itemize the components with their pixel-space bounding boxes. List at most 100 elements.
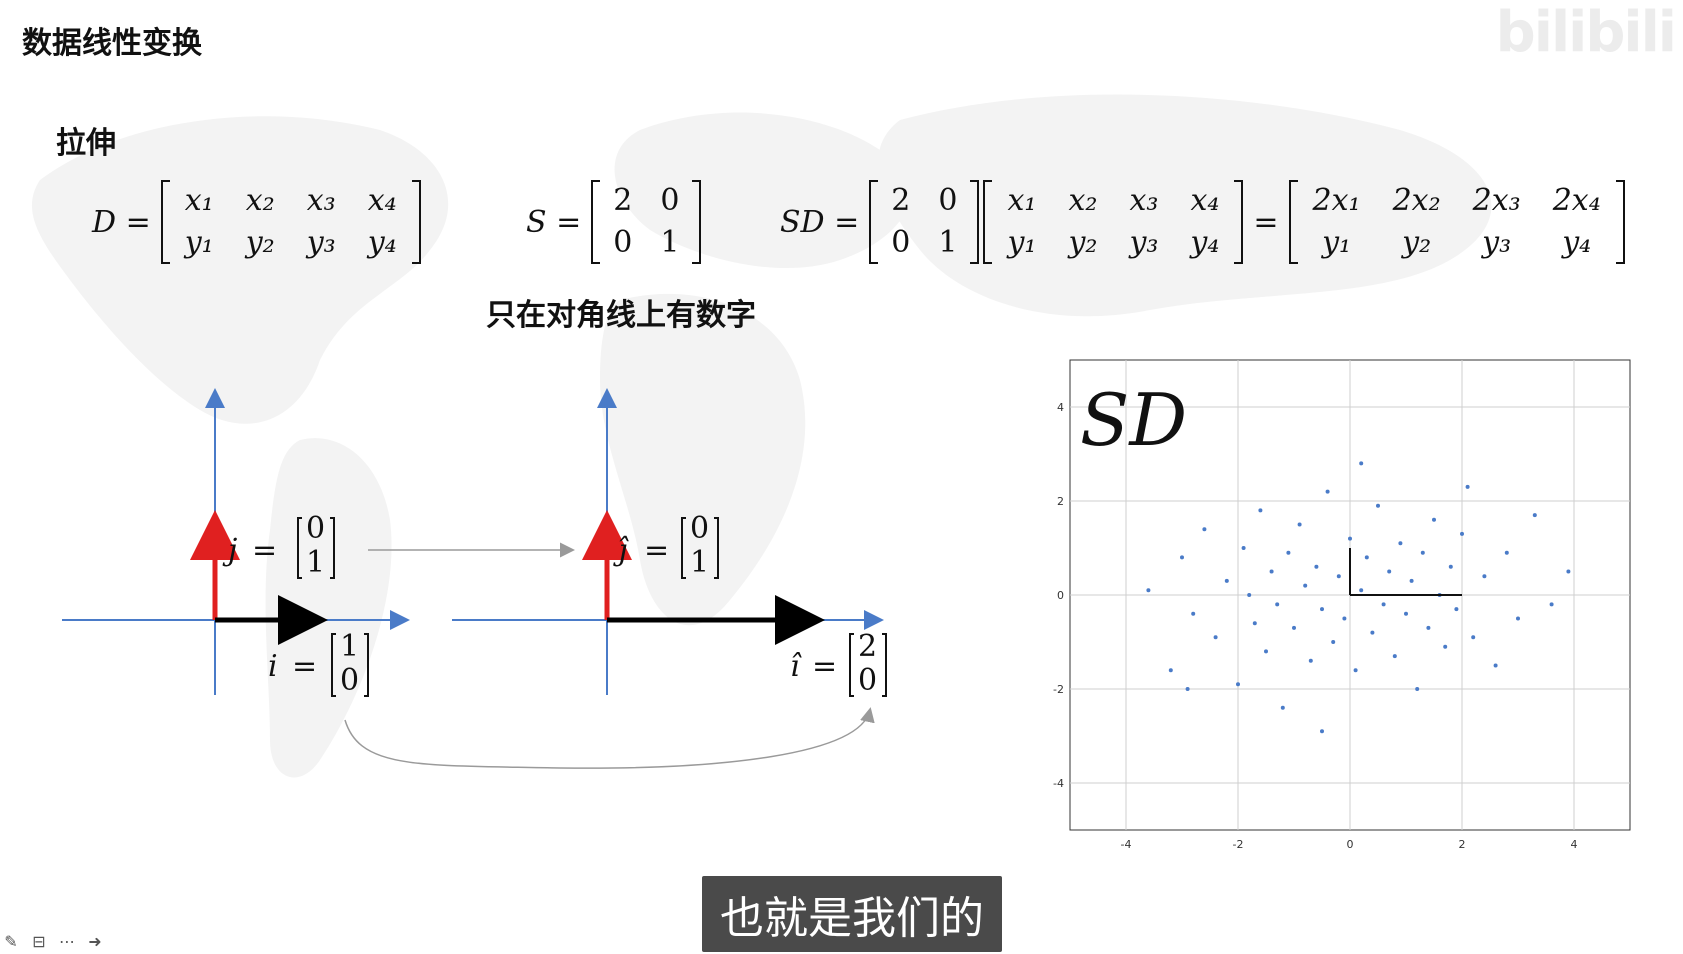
matrix-cell: x₁ — [1007, 183, 1037, 218]
scatter-point — [1353, 668, 1358, 673]
scatter-chart: -4 -2 0 2 4 4 2 0 -2 -4 SD — [1040, 345, 1640, 875]
scatter-point — [1454, 607, 1459, 612]
scatter-point — [1426, 625, 1431, 630]
scatter-point — [1370, 630, 1375, 635]
bilibili-watermark: bilibili — [1495, 0, 1677, 65]
scatter-point — [1443, 644, 1448, 649]
slides-icon[interactable]: ⊟ — [32, 932, 46, 951]
scatter-point — [1286, 550, 1291, 555]
page-title: 数据线性变换 — [22, 26, 202, 61]
matrix-cell: y₃ — [1482, 225, 1512, 260]
matrix-sd-mid: x₁ x₂ x₃ x₄ y₁ y₂ y₃ y₄ — [983, 180, 1244, 264]
matrix-cell: x₄ — [1190, 183, 1220, 218]
matrix-cell: x₂ — [245, 183, 275, 218]
matrix-sd-result: 2x₁ 2x₂ 2x₃ 2x₄ y₁ y₂ y₃ y₄ — [1288, 180, 1625, 264]
scatter-point — [1168, 668, 1173, 673]
matrix-s: 2 0 0 1 — [591, 180, 702, 264]
scatter-point — [1180, 555, 1184, 560]
world-map-background — [31, 94, 1515, 778]
scatter-point — [1269, 569, 1274, 574]
chart-title: SD — [1080, 378, 1187, 462]
matrix-cell: 2x₁ — [1312, 183, 1361, 218]
matrix-cell: y₁ — [1007, 225, 1037, 260]
chart-background — [1040, 345, 1640, 875]
scatter-point — [1359, 461, 1364, 466]
scatter-point — [1359, 588, 1364, 593]
scatter-point — [1308, 658, 1313, 663]
matrix-cell: 0 — [613, 225, 633, 260]
chart-points — [1146, 461, 1571, 734]
curved-connector — [344, 707, 875, 769]
scatter-point — [1471, 635, 1476, 640]
equation-d-lhs: D = — [92, 204, 151, 240]
equals-sign: = — [644, 533, 669, 568]
scatter-point — [1191, 611, 1196, 616]
equation-d: D = x₁ x₂ x₃ x₄ y₁ y₂ y₃ y₄ — [92, 180, 421, 264]
more-icon[interactable]: ⋯ — [59, 932, 75, 951]
forward-icon[interactable]: ➜ — [88, 932, 102, 951]
scatter-point — [1493, 663, 1498, 668]
matrix-cell: y₃ — [306, 225, 336, 260]
x-tick-label: -4 — [1121, 838, 1132, 851]
scatter-point — [1224, 578, 1229, 583]
equation-s: S = 2 0 0 1 — [526, 180, 702, 264]
equation-s-lhs: S = — [526, 204, 582, 240]
scatter-point — [1376, 503, 1380, 508]
scatter-point — [1252, 621, 1257, 626]
matrix-cell: x₄ — [367, 183, 397, 218]
matrix-cell: 2x₂ — [1392, 183, 1441, 218]
diagonal-note: 只在对角线上有数字 — [486, 298, 756, 333]
left-j-vec-bottom: 1 — [306, 545, 325, 580]
matrix-cell: y₂ — [1402, 225, 1432, 260]
basis-lines — [1349, 548, 1462, 596]
player-toolbar: ✎ ⊟ ⋯ ➜ — [0, 932, 106, 952]
matrix-d: x₁ x₂ x₃ x₄ y₁ y₂ y₃ y₄ — [160, 180, 421, 264]
scatter-point — [1264, 649, 1268, 654]
scatter-point — [1185, 687, 1190, 691]
equals-sign: = — [812, 649, 837, 684]
scatter-point — [1381, 602, 1386, 607]
scatter-point — [1392, 654, 1397, 659]
y-tick-label: 2 — [1057, 495, 1064, 508]
scatter-point — [1331, 640, 1336, 644]
scatter-point — [1404, 611, 1408, 616]
right-i-vec-top: 2 — [858, 629, 877, 664]
equation-sd-lhs: SD = — [780, 204, 860, 240]
matrix-cell: x₃ — [306, 183, 336, 218]
scatter-point — [1202, 527, 1207, 532]
scatter-point — [1516, 616, 1520, 621]
scatter-point — [1280, 705, 1285, 710]
matrix-cell: 2 — [613, 183, 633, 218]
y-tick-label: -4 — [1053, 777, 1064, 790]
scatter-point — [1297, 522, 1302, 527]
scatter-point — [1336, 574, 1341, 579]
scatter-point — [1303, 583, 1308, 588]
x-tick-label: 4 — [1571, 838, 1578, 851]
x-tick-label: -2 — [1233, 838, 1244, 851]
chart-ticks: -4 -2 0 2 4 4 2 0 -2 -4 — [1053, 401, 1577, 851]
vector-diagram: j = 0 1 i = 1 0 ĵ = 0 1 î = 2 0 — [62, 388, 887, 769]
scatter-point — [1504, 550, 1509, 555]
scatter-point — [1247, 593, 1252, 597]
scatter-point — [1387, 569, 1392, 574]
section-heading: 拉伸 — [56, 126, 116, 161]
y-tick-label: -2 — [1053, 683, 1064, 696]
scatter-point — [1465, 484, 1470, 489]
left-i-vec-top: 1 — [340, 629, 359, 664]
matrix-cell: 0 — [938, 183, 958, 218]
scatter-point — [1432, 517, 1436, 522]
matrix-cell: y₂ — [245, 225, 275, 260]
y-tick-label: 0 — [1057, 589, 1064, 602]
scatter-point — [1236, 682, 1240, 687]
scatter-point — [1415, 687, 1420, 691]
pen-icon[interactable]: ✎ — [4, 932, 18, 951]
left-i-vec-bottom: 0 — [340, 663, 359, 698]
scatter-point — [1482, 574, 1487, 579]
matrix-cell: y₁ — [1322, 225, 1352, 260]
scatter-point — [1409, 578, 1414, 583]
scatter-point — [1146, 588, 1151, 593]
matrix-cell: x₁ — [184, 183, 214, 218]
scatter-point — [1275, 602, 1280, 607]
left-i-label: i — [268, 649, 278, 684]
scatter-point — [1420, 550, 1425, 555]
